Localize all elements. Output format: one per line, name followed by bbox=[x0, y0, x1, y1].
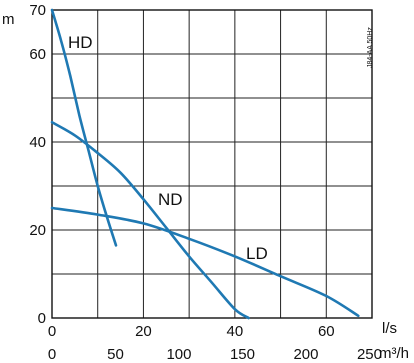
y-tick-label: 40 bbox=[29, 134, 46, 151]
y-axis-unit: m bbox=[2, 11, 15, 28]
series-line-hd bbox=[50, 8, 118, 247]
pump-curves bbox=[50, 8, 360, 320]
x-axis-unit-primary: l/s bbox=[382, 320, 397, 337]
series-label-nd: ND bbox=[158, 190, 183, 209]
x-tick-label-m3h: 50 bbox=[107, 346, 124, 363]
tick-labels: 0 20 40 60 70 0 20 40 60 0 50 100 150 200 250 bbox=[29, 2, 382, 363]
series-line-nd bbox=[50, 120, 250, 320]
x-tick-label-ls: 20 bbox=[135, 323, 152, 340]
series-label-ld: LD bbox=[246, 244, 268, 263]
y-tick-label: 60 bbox=[29, 46, 46, 63]
grid bbox=[51, 9, 373, 319]
plot-frame bbox=[51, 9, 373, 319]
x-tick-label-m3h: 200 bbox=[293, 346, 318, 363]
y-tick-label: 0 bbox=[38, 310, 46, 327]
series-line-ld bbox=[50, 206, 360, 318]
x-tick-label-ls: 40 bbox=[227, 323, 244, 340]
x-tick-label-ls: 60 bbox=[318, 323, 335, 340]
y-tick-label: 20 bbox=[29, 222, 46, 239]
y-tick-label: 70 bbox=[29, 2, 46, 19]
x-tick-label-m3h: 150 bbox=[230, 346, 255, 363]
x-tick-label-m3h: 250 bbox=[357, 346, 382, 363]
curve-labels: HD ND LD bbox=[68, 33, 268, 263]
x-tick-label-m3h: 100 bbox=[166, 346, 191, 363]
x-axis-unit-secondary: m³/h bbox=[379, 345, 409, 362]
x-tick-label-m3h: 0 bbox=[48, 346, 56, 363]
series-label-hd: HD bbox=[68, 33, 93, 52]
model-annotation: J84-AA 50Hz bbox=[367, 27, 374, 68]
x-tick-label-ls: 0 bbox=[48, 323, 56, 340]
